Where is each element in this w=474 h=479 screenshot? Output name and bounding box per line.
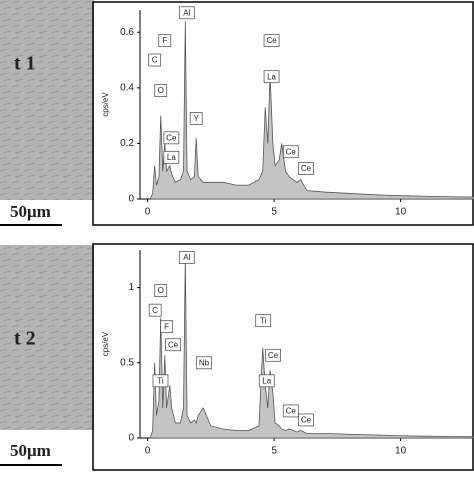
scale-bar-label: 50μm <box>10 202 51 221</box>
x-tick-label: 5 <box>271 207 277 218</box>
peak-label-box <box>152 374 169 388</box>
peak-label-box <box>178 251 195 264</box>
peak-label-box <box>148 303 162 317</box>
peak-label-box <box>163 131 180 145</box>
x-tick-label: 5 <box>271 446 277 457</box>
peak-label: La <box>262 376 271 385</box>
peak-label: Nb <box>199 358 210 367</box>
spectrum <box>149 21 474 200</box>
peak-label-box <box>165 338 181 352</box>
peak-label: Ce <box>301 164 312 173</box>
peak-label: Al <box>183 253 190 262</box>
spectrum <box>149 257 474 439</box>
peak-label: O <box>158 86 164 95</box>
peak-label-box <box>265 348 281 362</box>
micrograph <box>0 0 94 200</box>
peak-label: C <box>152 56 158 65</box>
peak-label-box <box>160 320 173 334</box>
y-tick-label: 0.4 <box>120 82 134 93</box>
peak-label: Ti <box>157 376 164 385</box>
peak-label: La <box>267 72 276 81</box>
y-tick-label: 0.2 <box>120 138 134 149</box>
y-tick-label: 0 <box>128 433 134 444</box>
peak-label-box <box>255 314 272 328</box>
y-tick-label: 0.5 <box>120 357 134 368</box>
panel-label: t 1 <box>14 53 36 75</box>
peak-label-box <box>148 53 162 67</box>
peak-label-box <box>154 284 168 297</box>
peak-label: Ce <box>268 351 279 360</box>
peak-label: F <box>162 36 167 45</box>
y-axis-label: cps/eV <box>101 331 110 356</box>
peak-label-box <box>163 150 180 164</box>
y-tick-label: 1 <box>128 282 134 293</box>
peak-label: Y <box>194 114 200 123</box>
peak-label-box <box>263 70 280 84</box>
peak-label: Ce <box>168 340 179 349</box>
peak-label: Ti <box>260 316 267 325</box>
x-tick-label: 10 <box>395 207 407 218</box>
peak-label-box <box>258 374 275 388</box>
peak-label-box <box>282 145 299 159</box>
y-axis-label: cps/eV <box>101 92 110 117</box>
x-tick-label: 10 <box>395 446 407 457</box>
x-tick-label: 0 <box>145 446 151 457</box>
peak-label: La <box>167 153 176 162</box>
peak-label-box <box>178 6 195 20</box>
peak-label: O <box>158 286 164 295</box>
panel-label: t 2 <box>14 328 36 350</box>
peak-label: Ce <box>286 407 297 416</box>
peak-label: Ce <box>166 133 177 142</box>
peak-label-box <box>158 34 172 47</box>
peak-label-box <box>282 404 299 418</box>
peak-label: Ce <box>266 36 277 45</box>
scale-bar-label: 50μm <box>10 441 51 460</box>
peak-label-box <box>154 84 168 97</box>
peak-label: C <box>152 306 158 315</box>
peak-label-box <box>298 162 314 175</box>
peak-label: Ce <box>286 147 297 156</box>
spectrum-frame <box>92 243 474 471</box>
peak-label-box <box>189 112 203 125</box>
micrograph <box>0 245 94 430</box>
peak-label-box <box>263 34 280 47</box>
peak-label-box <box>196 356 212 370</box>
y-tick-label: 0 <box>128 194 134 205</box>
peak-label: F <box>164 322 169 331</box>
peak-label-box <box>298 413 314 427</box>
spectrum-frame <box>92 1 474 226</box>
x-tick-label: 0 <box>145 207 151 218</box>
peak-label: Ce <box>301 416 312 425</box>
y-tick-label: 0.6 <box>120 27 134 38</box>
peak-label: Al <box>183 8 190 17</box>
